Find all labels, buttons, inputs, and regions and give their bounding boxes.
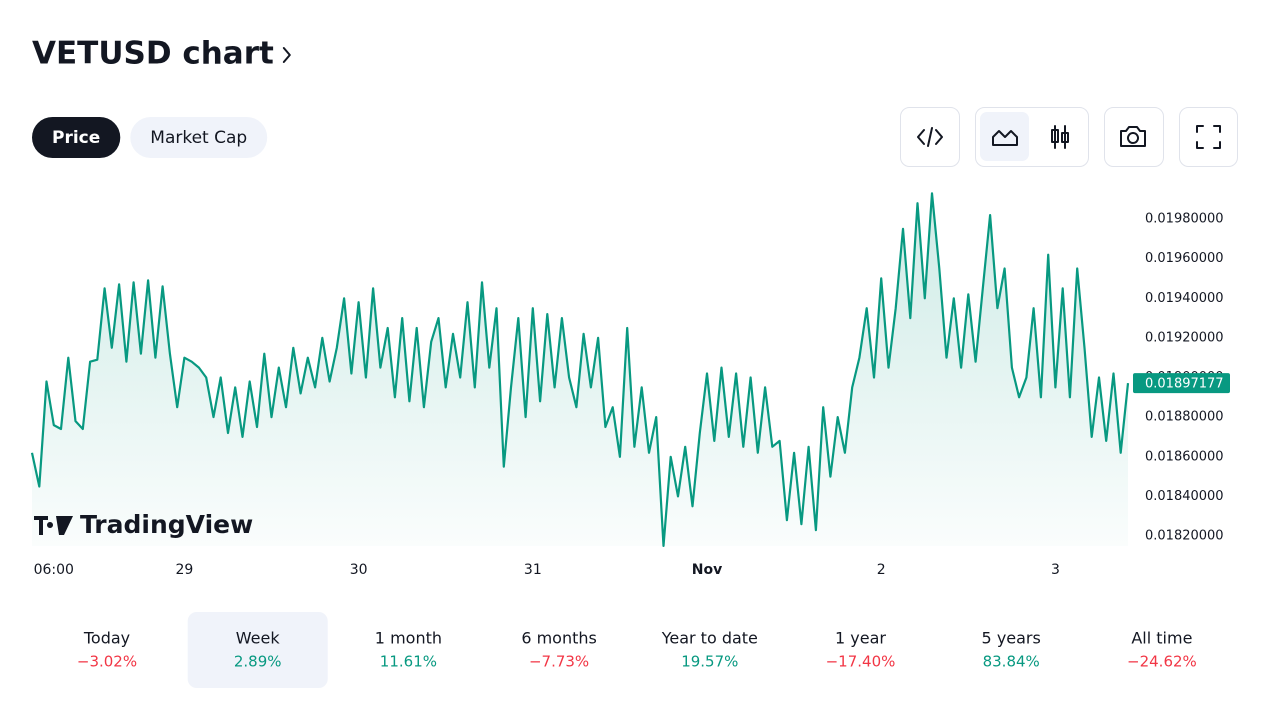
last-price-label: 0.01897177 <box>1145 377 1224 392</box>
period-item[interactable]: 6 months −7.73% <box>521 629 597 671</box>
watermark-logo <box>34 516 73 535</box>
y-tick-label: 0.01860000 <box>1145 449 1224 464</box>
area-icon <box>992 130 1018 146</box>
period-item[interactable]: 1 month 11.61% <box>375 629 442 671</box>
x-tick-label: 3 <box>1051 562 1060 578</box>
tab[interactable]: Price <box>32 117 121 158</box>
area-fill <box>32 193 1128 546</box>
period-change[interactable]: −7.73% <box>529 653 589 671</box>
tabs: Price Market Cap <box>32 117 268 158</box>
period-label[interactable]: Week <box>236 629 281 648</box>
period-label[interactable]: 1 year <box>835 629 886 648</box>
x-tick-label: 2 <box>877 562 886 578</box>
candle-icon <box>1051 125 1069 149</box>
period-change[interactable]: −24.62% <box>1127 653 1197 671</box>
period-change[interactable]: 19.57% <box>681 653 738 671</box>
y-tick-label: 0.01940000 <box>1145 291 1224 306</box>
tab-label[interactable]: Market Cap <box>150 128 247 148</box>
period-label[interactable]: 5 years <box>982 629 1041 648</box>
y-tick-label: 0.01820000 <box>1145 528 1224 543</box>
tab-pill[interactable] <box>32 117 121 158</box>
period-item[interactable]: 5 years 83.84% <box>982 629 1041 671</box>
watermark-text: TradingView <box>80 510 253 539</box>
y-tick-label: 0.01980000 <box>1145 212 1224 227</box>
fullscreen-icon <box>1196 125 1221 149</box>
period-label[interactable]: Today <box>83 629 130 648</box>
title-chevron[interactable] <box>282 47 291 63</box>
y-tick-label: 0.01960000 <box>1145 251 1224 266</box>
x-tick-label: Nov <box>692 562 722 578</box>
x-tick-label: 06:00 <box>34 562 74 578</box>
period-change[interactable]: 11.61% <box>380 653 437 671</box>
x-tick-label: 31 <box>524 562 542 578</box>
axes: 0.01820000 0.01840000 0.01860000 0.01880000… <box>34 212 1230 578</box>
camera-icon <box>1120 126 1146 147</box>
tab-pill[interactable] <box>130 117 268 158</box>
period-label[interactable]: Year to date <box>661 629 758 648</box>
y-tick-label: 0.01920000 <box>1145 330 1224 345</box>
snapshot-button[interactable] <box>1104 107 1164 167</box>
period-bar: Today −3.02% Week 2.89% 1 month 11.61% 6 month… <box>77 612 1197 688</box>
period-item[interactable]: Week 2.89% <box>187 612 328 688</box>
period-item[interactable]: All time −24.62% <box>1127 629 1197 671</box>
period-change[interactable]: 2.89% <box>234 653 282 671</box>
y-tick-label: 0.01880000 <box>1145 410 1224 425</box>
period-item[interactable]: Today −3.02% <box>77 629 137 671</box>
period-label[interactable]: 6 months <box>521 629 597 648</box>
period-selected-bg[interactable] <box>187 612 328 688</box>
fullscreen-button[interactable] <box>1179 107 1238 167</box>
tab-label[interactable]: Price <box>52 128 100 148</box>
page-title[interactable]: VETUSD chart <box>32 36 274 72</box>
period-label[interactable]: 1 month <box>375 629 442 648</box>
last-price-tag <box>1133 373 1230 394</box>
x-tick-label: 30 <box>350 562 368 578</box>
plot <box>30 192 1130 547</box>
period-item[interactable]: 1 year −17.40% <box>826 629 896 671</box>
y-tick-label: 0.01840000 <box>1145 489 1224 504</box>
period-label[interactable]: All time <box>1131 629 1192 648</box>
price-line <box>30 192 1130 547</box>
period-change[interactable]: −17.40% <box>826 653 896 671</box>
period-change[interactable]: −3.02% <box>77 653 137 671</box>
period-item[interactable]: Year to date 19.57% <box>661 629 758 671</box>
tab[interactable]: Market Cap <box>130 117 268 158</box>
x-tick-label: 29 <box>176 562 194 578</box>
embed-icon <box>917 127 943 147</box>
period-change[interactable]: 83.84% <box>983 653 1040 671</box>
